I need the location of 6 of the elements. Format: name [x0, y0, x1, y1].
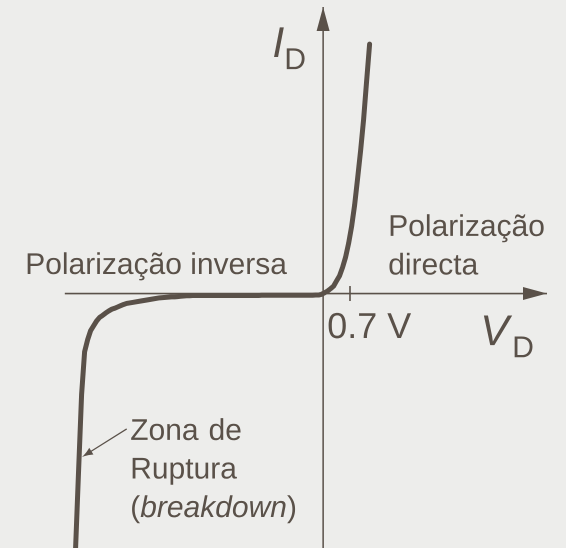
y-axis-title: I$_{D}$	[274, 27, 305, 70]
annotation: Zona de Ruptura (breakdown)	[131, 418, 296, 524]
text: Polarização directa	[389, 214, 544, 275]
annotation: 0.7 V	[328, 312, 412, 338]
annotation: Polarização inversa	[28, 252, 287, 280]
x-axis-title: V$_{D}$	[484, 316, 532, 358]
